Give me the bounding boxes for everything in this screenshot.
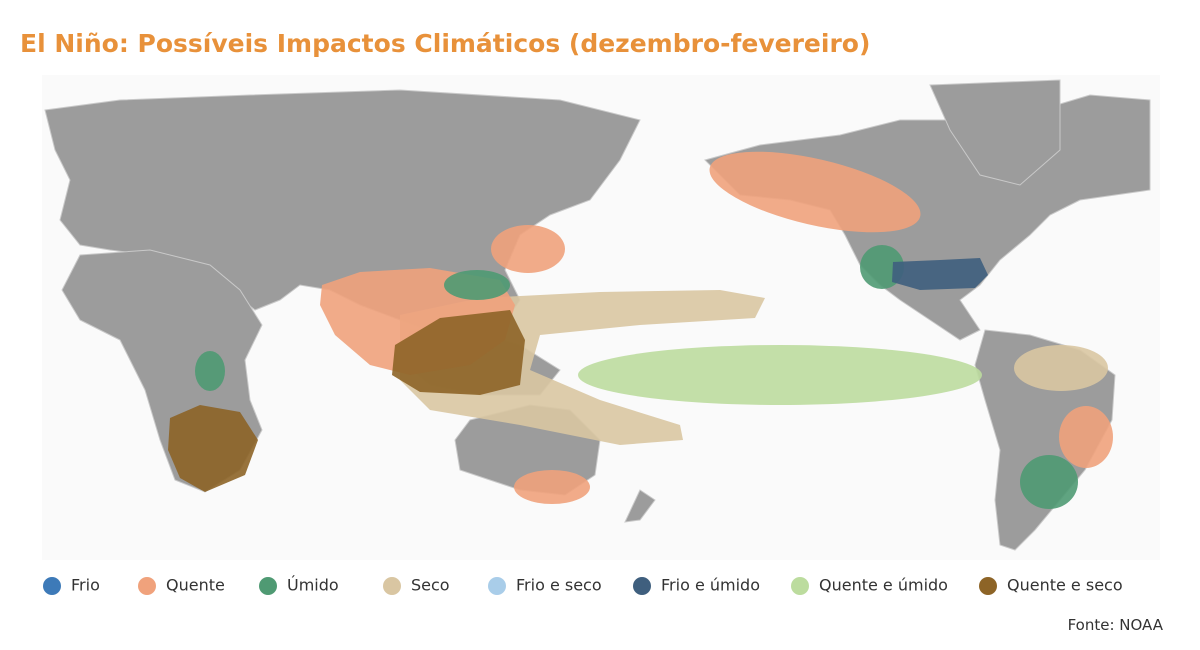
legend-swatch	[633, 577, 651, 595]
region-wet	[195, 351, 225, 391]
legend-swatch	[259, 577, 277, 595]
legend-label: Seco	[411, 576, 450, 595]
legend-label: Quente e seco	[1007, 576, 1123, 595]
region-warm	[709, 151, 921, 233]
region-warm	[491, 225, 565, 273]
region-warm-dry	[168, 405, 258, 492]
legend: Frio Quente Úmido Seco Frio e seco Frio e úmi…	[43, 576, 1123, 595]
legend-swatch	[43, 577, 61, 595]
region-warm	[514, 470, 590, 504]
legend-label: Frio	[71, 576, 100, 595]
greenland	[929, 79, 1061, 186]
title: El Niño: Possíveis Impactos Climáticos (…	[20, 29, 870, 58]
region-wet	[1020, 455, 1078, 509]
legend-label: Frio e úmido	[661, 576, 760, 595]
legend-label: Úmido	[287, 576, 339, 595]
region-warm-dry	[392, 310, 525, 395]
legend-label: Frio e seco	[516, 576, 602, 595]
region-dry	[1014, 345, 1108, 391]
legend-swatch	[791, 577, 809, 595]
legend-swatch	[488, 577, 506, 595]
legend-swatch	[383, 577, 401, 595]
legend-swatch	[979, 577, 997, 595]
source: Fonte: NOAA	[1068, 616, 1164, 634]
impact-regions	[168, 151, 1113, 509]
legend-label: Quente e úmido	[819, 576, 948, 595]
region-warm-wet	[578, 345, 982, 405]
region-cold-wet	[892, 258, 988, 290]
legend-swatch	[138, 577, 156, 595]
region-wet	[444, 270, 510, 300]
legend-label: Quente	[166, 576, 225, 595]
new-zealand	[624, 489, 656, 523]
region-warm	[1059, 406, 1113, 468]
